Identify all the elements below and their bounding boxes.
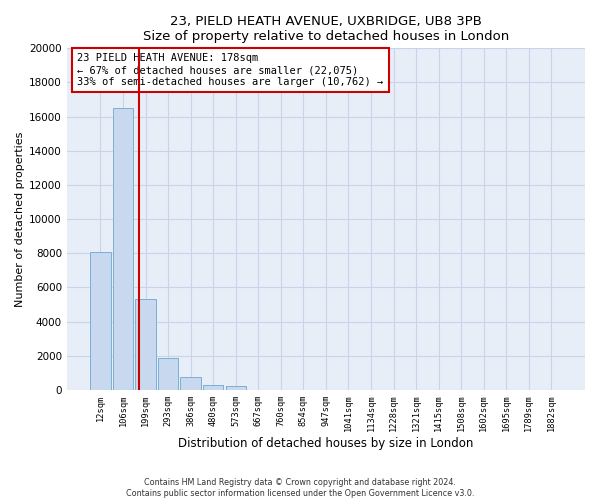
X-axis label: Distribution of detached houses by size in London: Distribution of detached houses by size … [178, 437, 473, 450]
Text: Contains HM Land Registry data © Crown copyright and database right 2024.
Contai: Contains HM Land Registry data © Crown c… [126, 478, 474, 498]
Bar [226, 386, 246, 390]
Bar [158, 358, 178, 390]
Bar [181, 377, 201, 390]
Bar [113, 108, 133, 390]
Title: 23, PIELD HEATH AVENUE, UXBRIDGE, UB8 3PB
Size of property relative to detached : 23, PIELD HEATH AVENUE, UXBRIDGE, UB8 3P… [143, 15, 509, 43]
Bar [136, 300, 156, 390]
Text: 23 PIELD HEATH AVENUE: 178sqm
← 67% of detached houses are smaller (22,075)
33% : 23 PIELD HEATH AVENUE: 178sqm ← 67% of d… [77, 54, 383, 86]
Y-axis label: Number of detached properties: Number of detached properties [15, 132, 25, 307]
Bar [91, 252, 110, 390]
Bar [203, 384, 223, 390]
